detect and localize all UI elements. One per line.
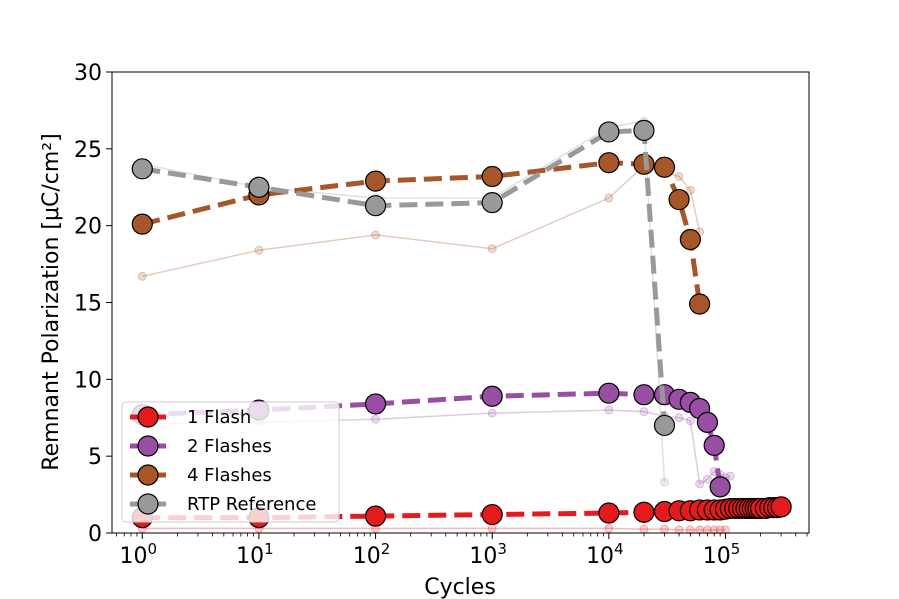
4-flashes-point xyxy=(598,152,620,174)
1-flash-faint-point xyxy=(659,524,669,534)
legend-label: RTP Reference xyxy=(187,494,316,515)
y-axis-ticks: 0 5 10 15 20 25 30 xyxy=(74,61,112,547)
y-tick-label: 10 xyxy=(74,368,102,393)
2-flashes-faint-point xyxy=(487,408,497,418)
4-flashes-faint-line xyxy=(142,164,701,278)
legend-box xyxy=(121,401,340,523)
rtp-reference-faint-point xyxy=(659,477,669,487)
4-flashes-faint-point xyxy=(254,245,264,255)
rtp-reference-point xyxy=(653,414,676,437)
x-tick-label: 102 xyxy=(353,540,391,569)
rtp-reference-line xyxy=(141,127,667,426)
1-flash-faint-point xyxy=(639,524,649,534)
rtp-reference-point xyxy=(248,176,270,198)
2-flashes-faint-point xyxy=(371,414,381,424)
legend-label: 2 Flashes xyxy=(187,436,272,457)
1-flash-point xyxy=(770,496,792,518)
y-tick-label: 30 xyxy=(74,61,102,86)
2-flashes-point xyxy=(364,393,387,415)
2-flashes-point xyxy=(709,476,731,498)
legend-swatch-marker xyxy=(137,464,159,486)
y-tick-label: 25 xyxy=(74,138,102,163)
y-tick-label: 0 xyxy=(88,522,102,547)
4-flashes-faint-point xyxy=(371,230,381,240)
y-tick-label: 5 xyxy=(88,445,102,470)
legend: 1 Flash 2 Flashes 4 Flashes RTP Reference xyxy=(121,401,340,523)
y-tick-label: 20 xyxy=(74,215,102,240)
2-flashes-faint-point xyxy=(674,413,684,423)
rtp-reference-point xyxy=(633,119,655,141)
4-flashes-faint-point xyxy=(674,171,684,181)
4-flashes-point xyxy=(679,228,701,251)
x-tick-label: 104 xyxy=(586,540,624,569)
2-flashes-point xyxy=(598,382,620,404)
1-flash-point xyxy=(364,505,387,527)
1-flash-point xyxy=(633,501,655,523)
2-flashes-faint-point xyxy=(604,405,614,415)
2-flashes-point xyxy=(696,411,719,433)
rtp-reference-point xyxy=(131,158,153,180)
4-flashes-point xyxy=(131,213,153,235)
y-tick-label: 15 xyxy=(74,292,102,317)
4-flashes-point xyxy=(364,170,387,192)
4-flashes-point xyxy=(653,156,676,178)
4-flashes-faint-point xyxy=(487,244,497,254)
y-axis-label: Remnant Polarization [μC/cm²] xyxy=(39,133,64,470)
rtp-reference-point xyxy=(481,192,503,214)
legend-swatch-marker xyxy=(137,493,159,515)
legend-swatch-marker xyxy=(137,406,159,428)
legend-swatch-marker xyxy=(137,435,159,457)
2-flashes-point xyxy=(703,434,725,457)
2-flashes-faint-point xyxy=(702,474,712,484)
legend-label: 4 Flashes xyxy=(187,465,272,486)
2-flashes-faint-point xyxy=(685,416,695,426)
2-flashes-faint-point xyxy=(639,407,649,417)
legend-label: 1 Flash xyxy=(187,407,251,428)
2-flashes-point xyxy=(633,384,655,406)
4-flashes-point xyxy=(689,293,711,315)
1-flash-faint-line xyxy=(142,527,726,531)
main-series-layer xyxy=(131,119,792,529)
4-flashes-point xyxy=(668,188,690,211)
x-tick-label: 105 xyxy=(703,540,741,569)
4-flashes-line xyxy=(141,160,703,305)
rtp-reference-point xyxy=(598,121,620,143)
x-tick-label: 100 xyxy=(120,540,158,569)
1-flash-faint-point xyxy=(487,523,497,533)
4-flashes-faint-point xyxy=(685,185,695,195)
rtp-reference-point xyxy=(364,195,387,217)
1-flash-point xyxy=(481,503,503,526)
x-tick-label: 101 xyxy=(236,540,274,569)
2-flashes-faint-point xyxy=(725,471,735,481)
4-flashes-faint-point xyxy=(137,271,147,281)
1-flash-faint-point xyxy=(604,523,614,533)
2-flashes-faint-point xyxy=(695,479,705,489)
x-tick-label: 103 xyxy=(469,540,507,569)
4-flashes-point xyxy=(481,165,503,188)
2-flashes-point xyxy=(481,385,503,407)
x-axis-ticks: 100 101 102 103 104 105 xyxy=(116,533,808,569)
4-flashes-faint-point xyxy=(604,193,614,203)
1-flash-point xyxy=(598,502,620,524)
x-axis-label: Cycles xyxy=(424,575,496,599)
